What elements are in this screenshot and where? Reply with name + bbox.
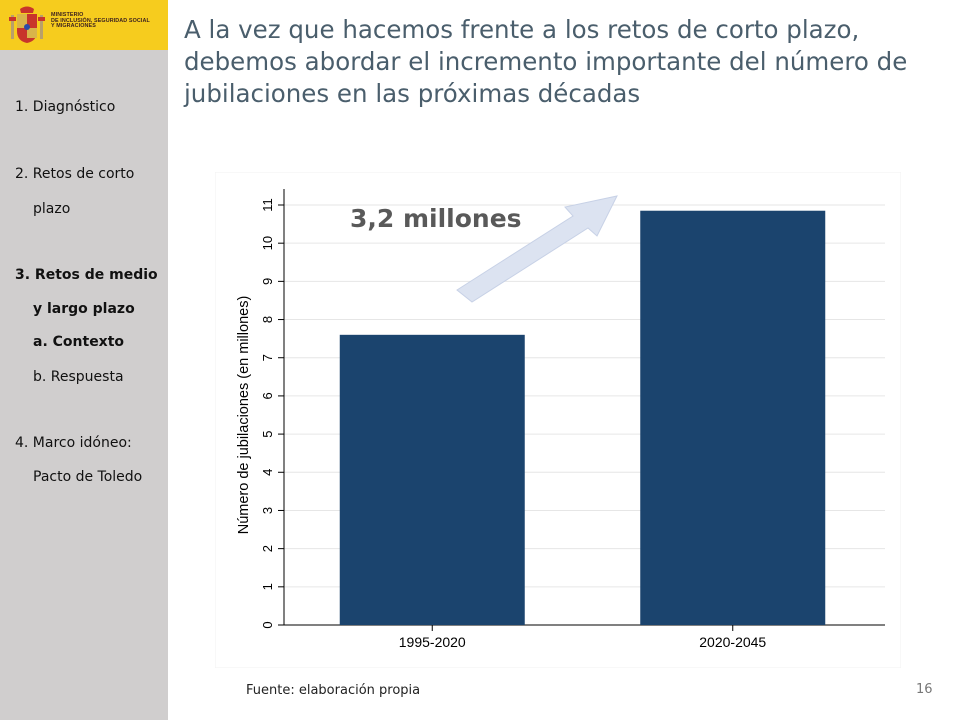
ministry-name-line-2: DE INCLUSIÓN, SEGURIDAD SOCIAL xyxy=(51,17,150,24)
ministry-name-line-3: Y MIGRACIONES xyxy=(51,23,96,30)
y-tick-label: 3 xyxy=(260,507,275,514)
y-tick-label: 1 xyxy=(260,583,275,590)
y-tick-label: 11 xyxy=(260,198,275,212)
nav-item-retos-medio[interactable]: 3. Retos de medio xyxy=(15,267,158,283)
x-tick-label: 1995-2020 xyxy=(399,634,466,650)
bar-chart: 0 1 2 3 4 5 6 7 8 9 10 11 1995-2020 2020-2045 Número d… xyxy=(214,171,902,669)
increase-arrow xyxy=(456,195,618,303)
nav-item-marco[interactable]: 4. Marco idóneo: xyxy=(15,435,132,451)
nav-item-retos-medio-cont[interactable]: y largo plazo xyxy=(33,301,135,317)
nav-item-diagnostico[interactable]: 1. Diagnóstico xyxy=(15,99,116,115)
y-tick-label: 9 xyxy=(260,278,275,285)
x-tick-label: 2020-2045 xyxy=(699,634,766,650)
nav-item-retos-corto[interactable]: 2. Retos de corto xyxy=(15,166,135,182)
y-tick-label: 2 xyxy=(260,545,275,552)
bar-1995-2020 xyxy=(339,334,525,625)
coat-of-arms-icon xyxy=(9,6,45,43)
ministry-name-line-1: MINISTERIO xyxy=(51,12,84,18)
increase-annotation: 3,2 millones xyxy=(350,204,522,233)
page-number: 16 xyxy=(916,682,933,697)
ministry-logo: MINISTERIO DE INCLUSIÓN, SEGURIDAD SOCIA… xyxy=(0,0,168,50)
y-axis-label: Número de jubilaciones (en millones) xyxy=(236,296,252,535)
y-tick-label: 8 xyxy=(260,316,275,323)
y-tick-label: 5 xyxy=(260,430,275,437)
chart-container: 0 1 2 3 4 5 6 7 8 9 10 11 1995-2020 2020-2045 Número d… xyxy=(214,171,902,669)
sidebar: MINISTERIO DE INCLUSIÓN, SEGURIDAD SOCIA… xyxy=(0,0,168,720)
source-note: Fuente: elaboración propia xyxy=(246,683,421,698)
nav-item-retos-corto-cont[interactable]: plazo xyxy=(33,201,71,217)
nav-subitem-contexto[interactable]: a. Contexto xyxy=(33,334,125,350)
y-tick-label: 10 xyxy=(260,236,275,250)
y-tick-label: 4 xyxy=(260,469,275,476)
y-tick-label: 0 xyxy=(260,621,275,628)
bar-2020-2045 xyxy=(640,210,826,625)
y-tick-label: 7 xyxy=(260,354,275,361)
ministry-name: MINISTERIO DE INCLUSIÓN, SEGURIDAD SOCIA… xyxy=(51,12,150,30)
nav-item-marco-cont[interactable]: Pacto de Toledo xyxy=(33,469,143,485)
nav-subitem-respuesta[interactable]: b. Respuesta xyxy=(33,369,124,385)
y-tick-label: 6 xyxy=(260,392,275,399)
page-title: A la vez que hacemos frente a los retos … xyxy=(184,15,908,108)
